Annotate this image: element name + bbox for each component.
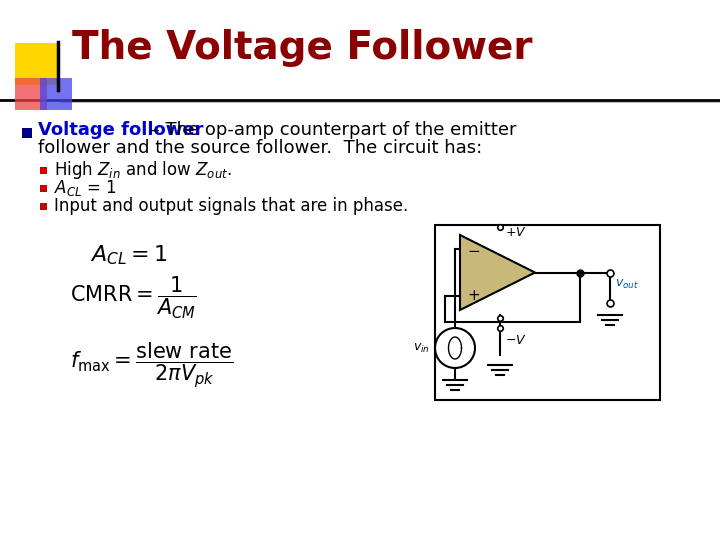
Text: High $Z_{in}$ and low $Z_{out}$.: High $Z_{in}$ and low $Z_{out}$. [54,159,232,181]
Text: $+V$: $+V$ [505,226,527,240]
Bar [15,43,57,85]
Bar [22,128,32,138]
Bar [40,203,47,210]
Bar [15,78,47,110]
Text: $v_{out}$: $v_{out}$ [615,278,639,291]
Text: follower and the source follower.  The circuit has:: follower and the source follower. The ci… [38,139,482,157]
Text: – The op-amp counterpart of the emitter: – The op-amp counterpart of the emitter [145,121,516,139]
Text: $\mathrm{CMRR} = \dfrac{1}{A_{CM}}$: $\mathrm{CMRR} = \dfrac{1}{A_{CM}}$ [70,275,197,321]
Text: Voltage follower: Voltage follower [38,121,204,139]
Text: Input and output signals that are in phase.: Input and output signals that are in pha… [54,197,408,215]
Bar [435,225,660,400]
Text: $f_{\mathrm{max}} = \dfrac{\mathrm{slew\ rate}}{2\pi V_{pk}}$: $f_{\mathrm{max}} = \dfrac{\mathrm{slew\… [70,340,233,390]
Text: $A_{CL}$ = 1: $A_{CL}$ = 1 [54,178,117,198]
Text: $+$: $+$ [467,288,480,303]
Text: The Voltage Follower: The Voltage Follower [72,29,533,67]
Bar [40,185,47,192]
Text: $v_{in}$: $v_{in}$ [413,341,430,355]
Text: $-V$: $-V$ [505,334,527,347]
Bar [40,78,72,110]
Polygon shape [460,235,535,310]
Text: $A_{CL} = 1$: $A_{CL} = 1$ [90,243,168,267]
Text: $-$: $-$ [467,241,480,256]
Bar [40,167,47,174]
